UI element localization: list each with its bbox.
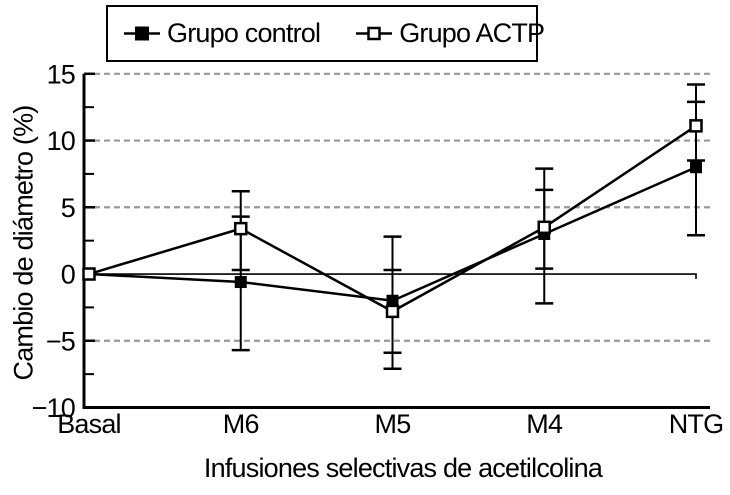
x-category-label: M4	[526, 409, 563, 439]
y-tick-label: 0	[61, 260, 75, 290]
legend: Grupo control Grupo ACTP	[106, 5, 545, 62]
y-tick-label: 5	[61, 193, 75, 223]
y-tick-label: −10	[32, 393, 75, 423]
marker-filled-square	[234, 276, 247, 289]
x-category-label: Basal	[57, 409, 121, 439]
marker-open-square	[385, 304, 400, 319]
x-category-label: M6	[223, 409, 259, 439]
marker-open-square	[537, 220, 551, 235]
y-tick-label: 15	[47, 59, 75, 89]
y-tick-label: −5	[46, 326, 75, 356]
filled-square-marker-icon	[124, 26, 160, 41]
x-category-label: NTG	[669, 409, 724, 439]
marker-open-square	[234, 221, 248, 236]
y-axis-title: Cambio de diámetro (%)	[8, 105, 39, 381]
marker-open-square	[82, 267, 96, 281]
x-category-label: M5	[375, 409, 411, 439]
marker-filled-square	[690, 161, 702, 174]
legend-item-grupo-actp: Grupo ACTP	[354, 18, 545, 49]
marker-open-square	[689, 119, 703, 133]
legend-item-grupo-control: Grupo control	[122, 18, 321, 49]
zero-line	[84, 273, 697, 280]
marker-filled-square	[386, 294, 399, 307]
y-tick-label: 10	[47, 126, 75, 156]
x-axis-title: Infusiones selectivas de acetilcolina	[203, 453, 603, 483]
open-square-marker-icon	[356, 26, 393, 41]
legend-label-grupo-control: Grupo control	[167, 18, 321, 48]
legend-label-grupo-actp: Grupo ACTP	[399, 18, 545, 48]
